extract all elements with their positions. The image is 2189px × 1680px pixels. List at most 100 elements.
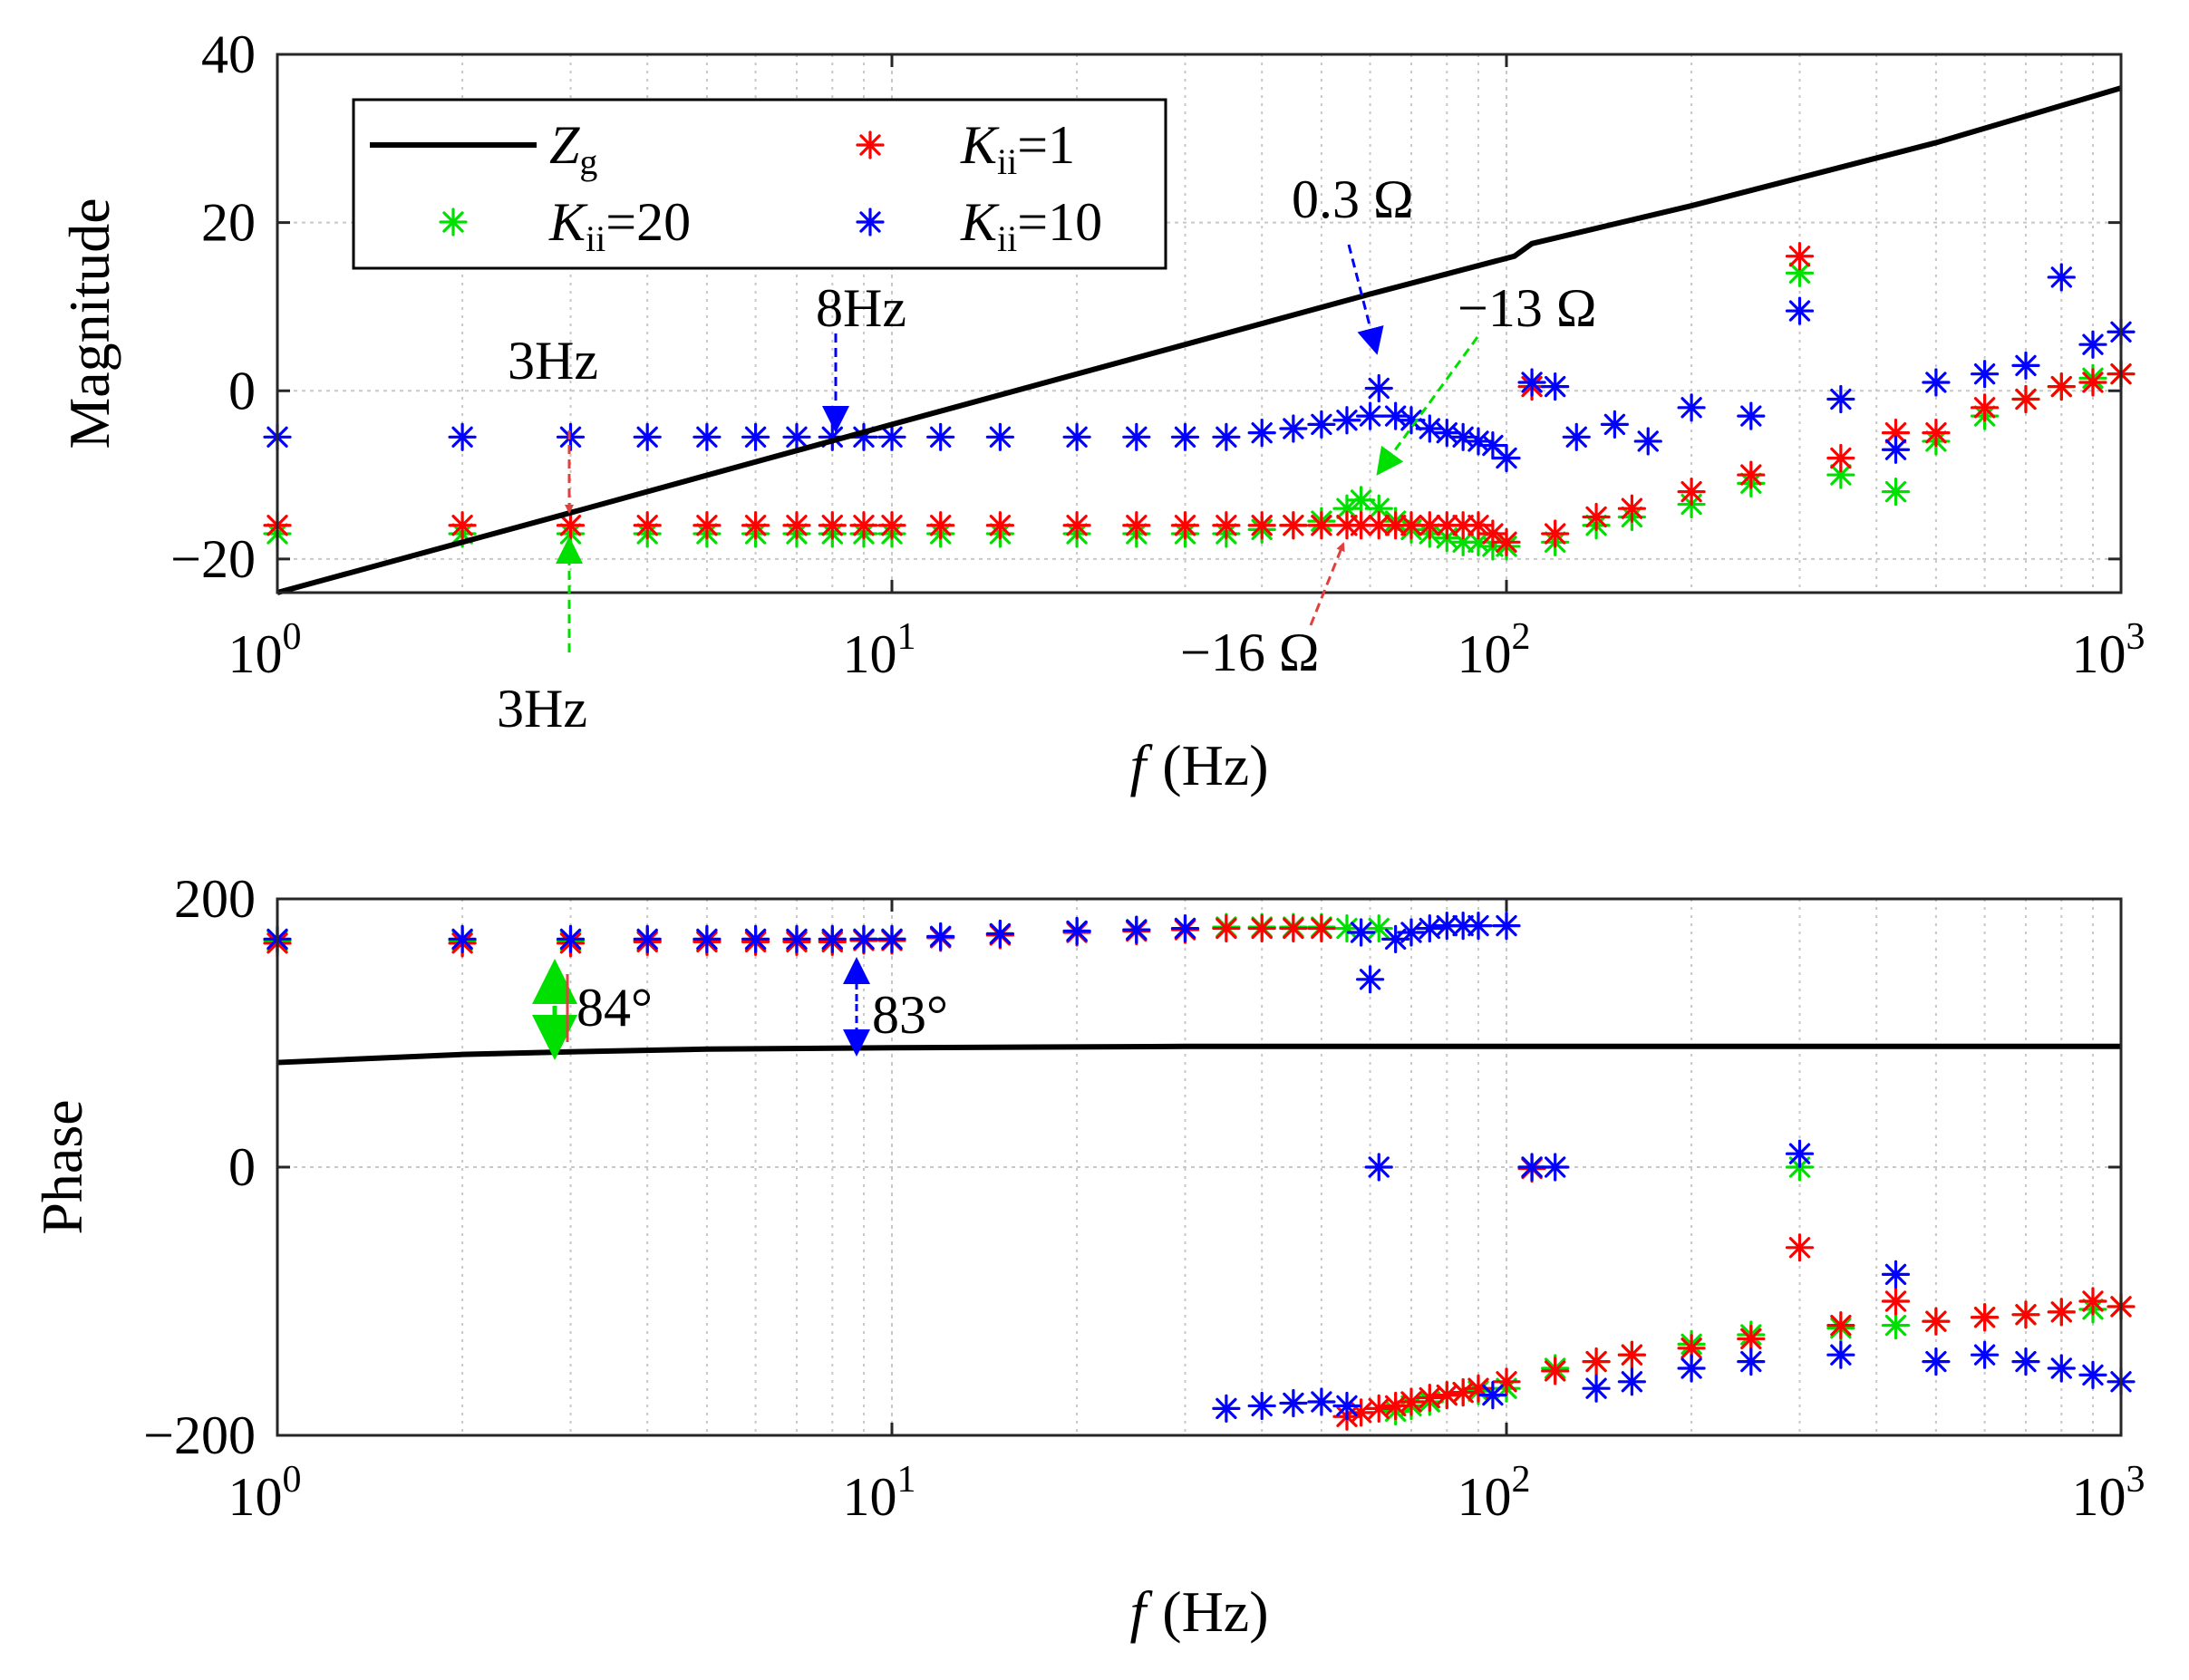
magnitude-point-kii1 [1582, 502, 1611, 532]
magnitude-line-zg [276, 85, 2122, 595]
phase-point-kii10 [1541, 1153, 1570, 1182]
magnitude-point-kii10 [1633, 427, 1662, 456]
magnitude-point-kii1 [1464, 511, 1493, 540]
phase-ytick-label: 0 [228, 1137, 256, 1197]
magnitude-point-kii10 [2078, 330, 2107, 359]
magnitude-point-kii1 [1492, 527, 1521, 556]
phase-point-kii10 [2011, 1347, 2040, 1376]
phase-point-kii10 [849, 924, 878, 954]
phase-point-kii1 [1582, 1347, 1611, 1376]
magnitude-axes-box [276, 53, 2123, 594]
annotation-minus13-ohm: −13 Ω [1458, 278, 1596, 338]
magnitude-point-kii10 [782, 422, 811, 451]
legend-star-kii1 [856, 130, 885, 159]
phase-ytick-label: 200 [174, 869, 256, 929]
phase-point-kii1 [1364, 1394, 1393, 1424]
magnitude-point-kii10 [877, 422, 906, 451]
phase-point-kii10 [2078, 1360, 2107, 1390]
phase-point-kii10 [985, 919, 1014, 949]
legend-box [352, 98, 1167, 270]
magnitude-point-kii10 [926, 422, 955, 451]
phase-point-kii1 [1881, 1287, 1911, 1316]
phase-point-kii10 [1415, 913, 1444, 943]
magnitude-point-kii1 [1122, 511, 1151, 540]
phase-point-kii1 [1737, 1324, 1766, 1354]
magnitude-point-kii10 [1970, 360, 2000, 389]
magnitude-point-kii1 [2047, 372, 2076, 401]
phase-point-kii10 [1122, 915, 1151, 944]
magnitude-point-kii10 [1737, 401, 1766, 430]
phase-point-kii1 [1826, 1311, 1855, 1340]
magnitude-point-kii1 [1826, 443, 1855, 473]
phase-point-kii10 [1212, 1394, 1241, 1424]
phase-point-kii10 [877, 924, 906, 954]
legend-label-kii10: Kii=10 [960, 192, 1102, 259]
phase-point-kii10 [1617, 1367, 1646, 1396]
annotation-0p3-ohm: 0.3 Ω [1292, 169, 1414, 229]
magnitude-point-kii1 [1247, 511, 1276, 540]
phase-point-kii10 [1364, 1153, 1393, 1182]
magnitude-point-kii10 [1307, 410, 1336, 439]
magnitude-point-kii10 [1355, 401, 1385, 430]
magnitude-point-kii1 [1307, 511, 1336, 540]
magnitude-point-kii10 [1517, 368, 1546, 397]
phase-xlabel: f (Hz) [1129, 1579, 1268, 1644]
magnitude-point-kii1 [1279, 511, 1308, 540]
phase-point-kii1 [1279, 913, 1308, 943]
magnitude-point-kii1 [782, 511, 811, 540]
magnitude-point-kii10 [1212, 422, 1241, 451]
magnitude-point-kii10 [633, 422, 662, 451]
phase-point-kii1 [1212, 913, 1241, 943]
phase-ytick-label: −200 [143, 1405, 256, 1465]
legend-marker-kii20 [439, 208, 468, 237]
magnitude-point-kii1 [1212, 511, 1241, 540]
magnitude-point-kii10 [1677, 393, 1706, 422]
phase-point-kii10 [1737, 1347, 1766, 1376]
phase-point-kii10 [1279, 1388, 1308, 1418]
magnitude-panel: 100 101 102 103 40 20 0 −20 Magnitude f (Hz) Zg … [57, 24, 2145, 797]
phase-point-kii10 [1677, 1354, 1706, 1383]
magnitude-point-kii1 [1785, 242, 1815, 271]
magnitude-ytick-label: 20 [201, 193, 256, 253]
magnitude-ytick-label: −20 [170, 529, 256, 589]
magnitude-point-kii10 [1397, 406, 1426, 435]
annotation-83deg: 83° [872, 985, 948, 1045]
phase-point-kii10 [1970, 1340, 2000, 1369]
legend-label-kii20: Kii=20 [548, 192, 691, 259]
magnitude-point-kii1 [1617, 494, 1646, 523]
annotation-8hz: 8Hz [816, 278, 906, 338]
phase-point-kii1 [1541, 1357, 1570, 1386]
magnitude-point-kii10 [1541, 372, 1570, 401]
phase-point-kii10 [818, 924, 847, 954]
legend-label-zg: Zg [549, 115, 597, 182]
phase-xtick-label: 101 [843, 1459, 916, 1527]
magnitude-point-kii1 [1677, 478, 1706, 507]
arrow-0p3-ohm [1347, 244, 1384, 355]
annotation-minus16-ohm: −16 Ω [1180, 623, 1319, 682]
magnitude-point-kii10 [693, 422, 722, 451]
phase-point-kii10 [1517, 1153, 1546, 1182]
phase-point-kii10 [1478, 1380, 1507, 1410]
magnitude-point-kii10 [1364, 373, 1393, 403]
phase-point-kii20 [1881, 1311, 1911, 1340]
phase-point-kii10 [1492, 911, 1521, 941]
phase-point-kii1 [1415, 1383, 1444, 1413]
phase-point-kii10 [782, 924, 811, 954]
phase-point-kii10 [1881, 1260, 1911, 1289]
magnitude-xlabel: f (Hz) [1129, 733, 1268, 797]
magnitude-point-kii1 [985, 511, 1014, 540]
phase-point-kii10 [693, 924, 722, 954]
magnitude-point-kii10 [448, 422, 477, 451]
magnitude-point-kii10 [1062, 422, 1091, 451]
legend: Zg Kii=20 Kii=1 Kii=10 [352, 98, 1167, 270]
magnitude-point-kii10 [1247, 419, 1276, 448]
phase-point-kii10 [1170, 913, 1200, 943]
phase-xtick-label: 102 [1458, 1459, 1531, 1527]
phase-ylabel: Phase [30, 1099, 94, 1234]
phase-annotations: 84° 83° [532, 957, 948, 1060]
phase-line-zg [276, 1043, 2121, 1066]
magnitude-point-kii10 [1785, 296, 1815, 325]
magnitude-annotations: 3Hz 3Hz 8Hz 0.3 Ω −13 Ω −16 Ω [497, 169, 1596, 739]
magnitude-point-kii10 [985, 422, 1014, 451]
annotation-3hz-red: 3Hz [508, 331, 598, 391]
